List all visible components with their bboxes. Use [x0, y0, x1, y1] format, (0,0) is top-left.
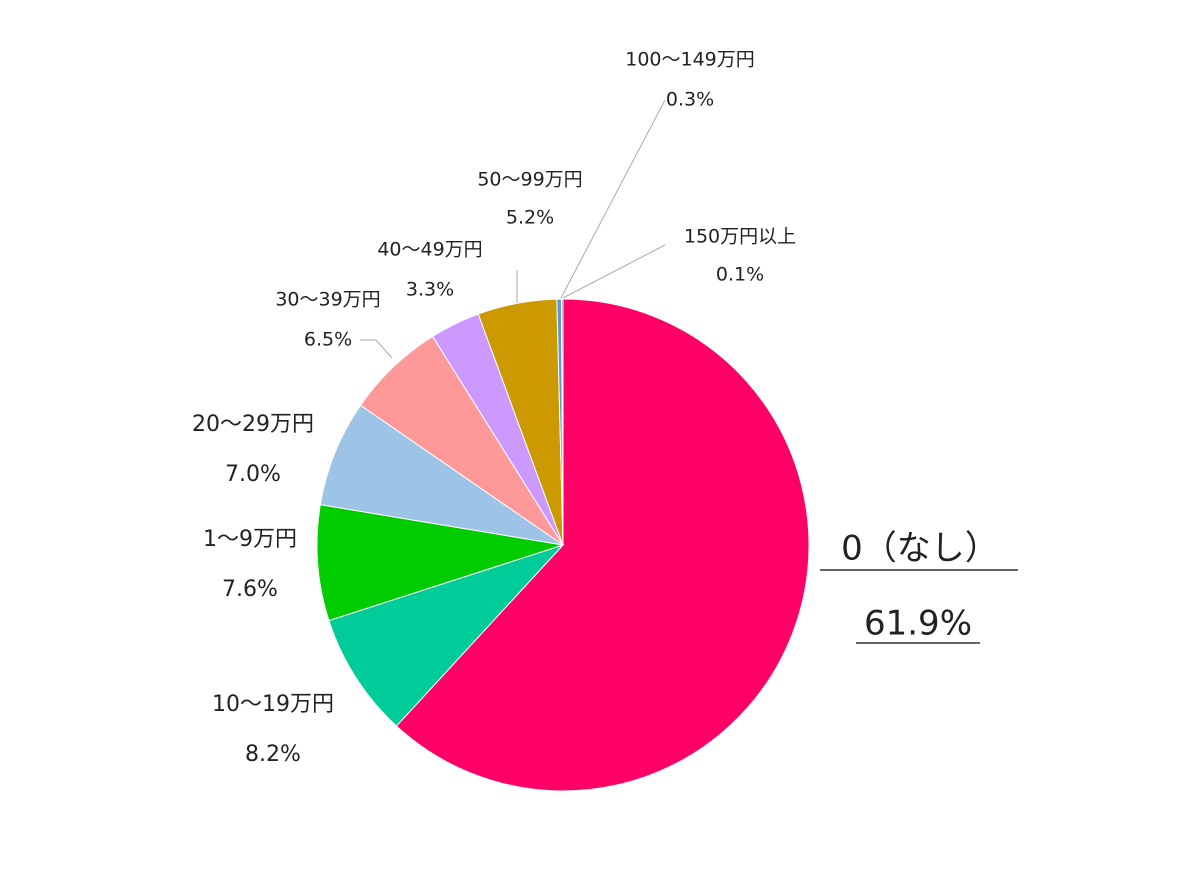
- value-label: 0.3%: [666, 89, 714, 111]
- category-label: 20～29万円: [192, 412, 314, 437]
- pie-slice: [319, 404, 564, 546]
- value-label: 6.5%: [304, 329, 352, 351]
- value-label: 61.9%: [864, 604, 972, 644]
- category-label: 0（なし）: [841, 529, 999, 569]
- value-label: 7.6%: [222, 577, 278, 602]
- pie-slice: [328, 543, 565, 727]
- leader-line: [560, 99, 666, 299]
- value-label: 5.2%: [506, 207, 554, 229]
- value-label: 3.3%: [406, 279, 454, 301]
- category-label: 40～49万円: [377, 239, 482, 261]
- value-label: 8.2%: [245, 742, 301, 767]
- pie-slice: [560, 298, 564, 546]
- pie-slice: [395, 298, 810, 792]
- category-label: 100～149万円: [625, 49, 755, 71]
- category-label: 10～19万円: [212, 692, 334, 717]
- value-label: 0.1%: [716, 264, 764, 286]
- category-label: 50～99万円: [477, 169, 582, 191]
- pie-slice: [316, 504, 564, 622]
- leader-line: [360, 339, 393, 359]
- category-label: 30～39万円: [275, 289, 380, 311]
- category-label: 1～9万円: [203, 527, 297, 552]
- value-label: 7.0%: [225, 462, 281, 487]
- category-label: 150万円以上: [684, 226, 796, 248]
- leader-line: [562, 244, 666, 299]
